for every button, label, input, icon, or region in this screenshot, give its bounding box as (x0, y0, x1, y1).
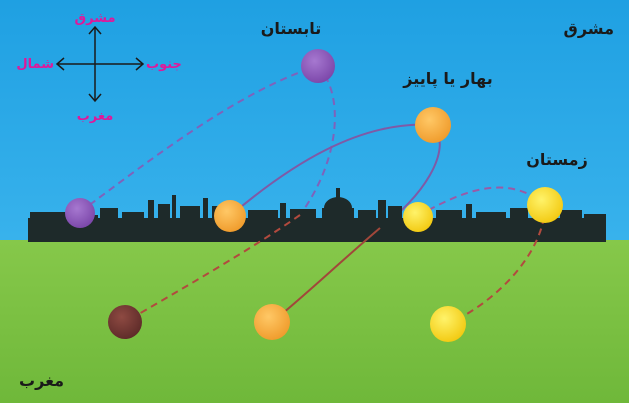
label-spring-autumn: بهار یا پاییز (402, 69, 492, 89)
summer-sunrise-sun (65, 198, 95, 228)
compass (55, 25, 145, 103)
sky (0, 0, 629, 240)
label-winter: زمستان (526, 150, 588, 169)
summer-noon-sun (301, 49, 335, 83)
summer-path-below (124, 214, 301, 323)
compass-south-label: مغرب (77, 109, 114, 124)
arrow-right-icon (135, 57, 145, 71)
label-summer: تابستان (261, 19, 322, 38)
equinox-sunrise-sun (214, 200, 246, 232)
city-skyline (28, 188, 606, 242)
arrow-up-icon (88, 25, 102, 35)
label-east: مشرق (564, 19, 614, 38)
compass-east-label: جنوب (146, 57, 182, 72)
compass-west-label: شمال (16, 57, 54, 72)
arrow-left-icon (55, 57, 65, 71)
ground (0, 240, 629, 403)
label-west: مغرب (19, 371, 64, 390)
winter-below-sun (430, 306, 466, 342)
winter-path-above (417, 186, 546, 217)
arrow-down-icon (88, 93, 102, 103)
equinox-path-above (229, 123, 434, 217)
suns (65, 49, 563, 342)
winter-sunrise-sun (403, 202, 433, 232)
compass-north-label: مشرق (75, 11, 116, 26)
equinox-below-sun (254, 304, 290, 340)
summer-below-sun (108, 305, 142, 339)
winter-noon-sun (527, 187, 563, 223)
equinox-noon-sun (415, 107, 451, 143)
